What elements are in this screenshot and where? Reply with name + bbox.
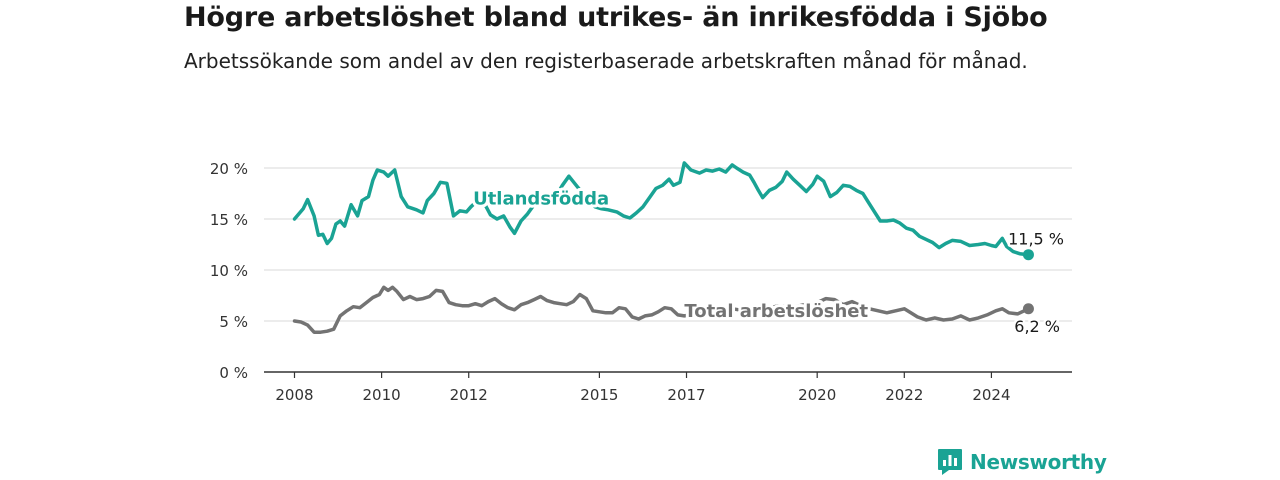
series-end-point xyxy=(1022,249,1034,261)
y-tick-label: 0 % xyxy=(219,364,248,382)
x-tick-label: 2012 xyxy=(450,386,488,404)
x-tick-label: 2010 xyxy=(363,386,401,404)
y-tick-label: 15 % xyxy=(210,211,248,229)
x-tick-label: 2022 xyxy=(885,386,923,404)
y-tick-label: 20 % xyxy=(210,160,248,178)
y-tick-label: 5 % xyxy=(219,313,248,331)
x-tick-label: 2020 xyxy=(798,386,836,404)
brand-name: Newsworthy xyxy=(970,450,1107,474)
series-line xyxy=(292,161,1031,257)
series-labels: Utlandsfödda Total arbetslöshet 11,5 % 6,2 … xyxy=(470,186,1066,339)
x-tick-label: 2017 xyxy=(667,386,705,404)
gridlines xyxy=(264,167,1072,322)
chart-subtitle: Arbetssökande som andel av den registerb… xyxy=(184,49,1028,73)
line-chart: 0 %5 %10 %15 %20 % 2008 2010 2012 2015 2017 2… xyxy=(210,160,1072,404)
chart-title: Högre arbetslöshet bland utrikes- än inr… xyxy=(184,2,1048,33)
series-label: Utlandsfödda xyxy=(473,189,609,210)
y-tick-label: 10 % xyxy=(210,262,248,280)
series-end-label: 6,2 % xyxy=(1014,317,1060,336)
newsworthy-logo-icon xyxy=(938,449,962,475)
x-tick-label: 2024 xyxy=(972,386,1010,404)
series-label: Total arbetslöshet xyxy=(684,301,868,322)
x-tick-label: 2008 xyxy=(275,386,313,404)
y-axis: 0 % 5 % 10 % 15 % 20 % xyxy=(210,160,248,382)
brand-logo: Newsworthy xyxy=(937,448,1107,476)
series-line xyxy=(292,285,1031,334)
series-lines xyxy=(292,161,1034,334)
x-tick-label: 2015 xyxy=(580,386,618,404)
x-axis: 2008 2010 2012 2015 2017 2020 2022 2024 xyxy=(264,371,1072,404)
series-end-label: 11,5 % xyxy=(1008,230,1064,249)
series-end-point xyxy=(1022,303,1034,315)
